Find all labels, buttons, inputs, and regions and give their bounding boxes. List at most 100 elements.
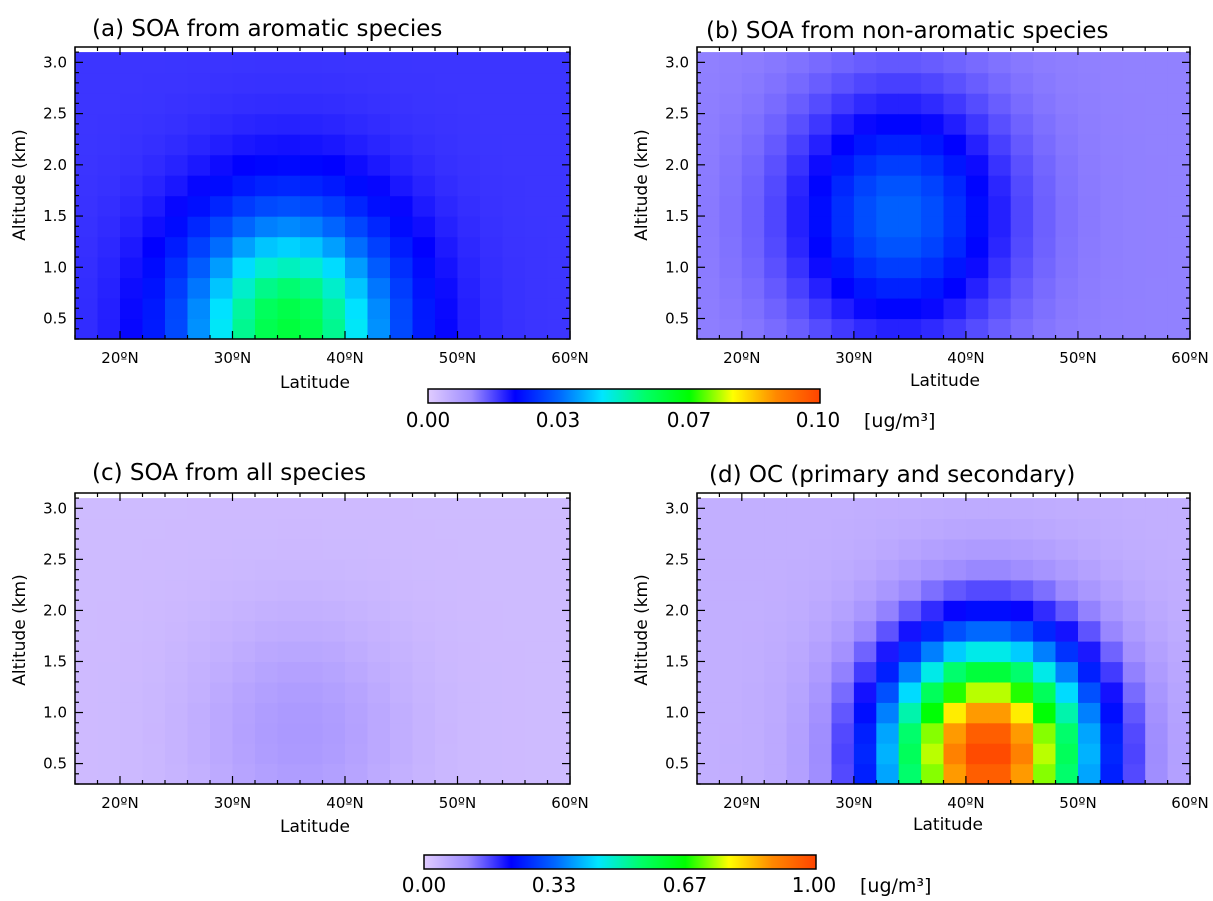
heatmap-cell — [457, 661, 481, 683]
heatmap-cell — [480, 216, 504, 238]
heatmap-cell — [831, 318, 855, 340]
heatmap-cell — [165, 175, 189, 197]
heatmap-cell — [480, 236, 504, 258]
heatmap-cell — [786, 498, 810, 520]
panel-a-ylabel: Altitude (km) — [10, 129, 30, 241]
heatmap-cell — [412, 216, 436, 238]
y-tick-label: 2.0 — [665, 601, 689, 619]
heatmap-cell — [120, 195, 144, 217]
heatmap-cell — [831, 681, 855, 703]
heatmap-cell — [1122, 498, 1146, 520]
heatmap-cell — [457, 134, 481, 156]
heatmap-cell — [921, 579, 945, 601]
heatmap-cell — [210, 195, 234, 217]
heatmap-cell — [988, 661, 1012, 683]
heatmap-cell — [1010, 52, 1034, 74]
heatmap-cell — [97, 681, 121, 703]
heatmap-cell — [1122, 743, 1146, 765]
heatmap-cell — [480, 641, 504, 663]
heatmap-cell — [502, 236, 526, 258]
colorbar-bottom-ramp — [423, 854, 817, 870]
heatmap-cell — [502, 113, 526, 135]
heatmap-cell — [1122, 559, 1146, 581]
heatmap-cell — [898, 641, 922, 663]
heatmap-cell — [1010, 93, 1034, 115]
heatmap-cell — [786, 175, 810, 197]
heatmap-cell — [1167, 298, 1191, 320]
heatmap-cell — [525, 318, 549, 340]
heatmap-cell — [1167, 722, 1191, 744]
heatmap-cell — [165, 498, 189, 520]
heatmap-cell — [853, 559, 877, 581]
heatmap-cell — [786, 216, 810, 238]
heatmap-cell — [719, 195, 743, 217]
heatmap-cell — [345, 154, 369, 176]
heatmap-cell — [457, 298, 481, 320]
y-tick-label: 1.0 — [665, 704, 689, 722]
heatmap-cell — [1078, 763, 1101, 785]
heatmap-cell — [1033, 113, 1057, 135]
heatmap-cell — [876, 538, 900, 560]
heatmap-cell — [210, 620, 234, 642]
panel-a-title: (a) SOA from aromatic species — [92, 16, 442, 42]
heatmap-cell — [741, 559, 765, 581]
heatmap-cell — [255, 538, 279, 560]
heatmap-cell — [809, 559, 832, 581]
heatmap-cell — [898, 318, 922, 340]
heatmap-cell — [1010, 641, 1034, 663]
heatmap-cell — [97, 600, 121, 622]
heatmap-cell — [97, 72, 121, 94]
heatmap-cell — [943, 702, 967, 724]
heatmap-cell — [697, 579, 720, 601]
heatmap-cell — [1122, 298, 1146, 320]
heatmap-cell — [764, 236, 788, 258]
heatmap-cell — [1145, 154, 1169, 176]
heatmap-cell — [457, 600, 481, 622]
heatmap-cell — [764, 93, 788, 115]
heatmap-cell — [187, 600, 211, 622]
heatmap-cell — [988, 579, 1012, 601]
heatmap-cell — [1167, 154, 1191, 176]
heatmap-cell — [412, 620, 436, 642]
y-tick-label: 3.0 — [43, 499, 67, 517]
heatmap-cell — [345, 763, 369, 785]
heatmap-cell — [277, 236, 301, 258]
heatmap-cell — [210, 277, 234, 299]
heatmap-cell — [1078, 52, 1101, 74]
heatmap-cell — [480, 318, 504, 340]
heatmap-cell — [1145, 498, 1169, 520]
heatmap-cell — [232, 702, 256, 724]
heatmap-cell — [921, 318, 945, 340]
heatmap-cell — [898, 579, 922, 601]
heatmap-cell — [876, 298, 900, 320]
heatmap-cell — [232, 134, 256, 156]
y-tick-label: 0.5 — [43, 755, 67, 773]
heatmap-cell — [367, 702, 391, 724]
heatmap-cell — [921, 763, 945, 785]
heatmap-cell — [943, 154, 967, 176]
y-tick-label: 2.5 — [43, 105, 67, 123]
heatmap-cell — [943, 681, 967, 703]
heatmap-cell — [345, 620, 369, 642]
heatmap-cell — [1033, 298, 1057, 320]
heatmap-cell — [345, 579, 369, 601]
heatmap-cell — [1100, 113, 1124, 135]
heatmap-cell — [412, 52, 436, 74]
heatmap-cell — [120, 579, 144, 601]
heatmap-cell — [322, 93, 346, 115]
panel-c: (c) SOA from all species 20ºN 30ºN 40ºN 50º… — [10, 460, 589, 837]
heatmap-cell — [300, 236, 324, 258]
heatmap-cell — [457, 277, 481, 299]
heatmap-cell — [457, 579, 481, 601]
heatmap-cell — [345, 236, 369, 258]
heatmap-cell — [1033, 722, 1057, 744]
heatmap-cell — [786, 763, 810, 785]
heatmap-cell — [853, 277, 877, 299]
heatmap-cell — [210, 93, 234, 115]
heatmap-cell — [457, 722, 481, 744]
heatmap-cell — [345, 498, 369, 520]
heatmap-cell — [120, 518, 144, 540]
heatmap-cell — [300, 620, 324, 642]
heatmap-cell — [809, 763, 832, 785]
heatmap-cell — [1167, 175, 1191, 197]
